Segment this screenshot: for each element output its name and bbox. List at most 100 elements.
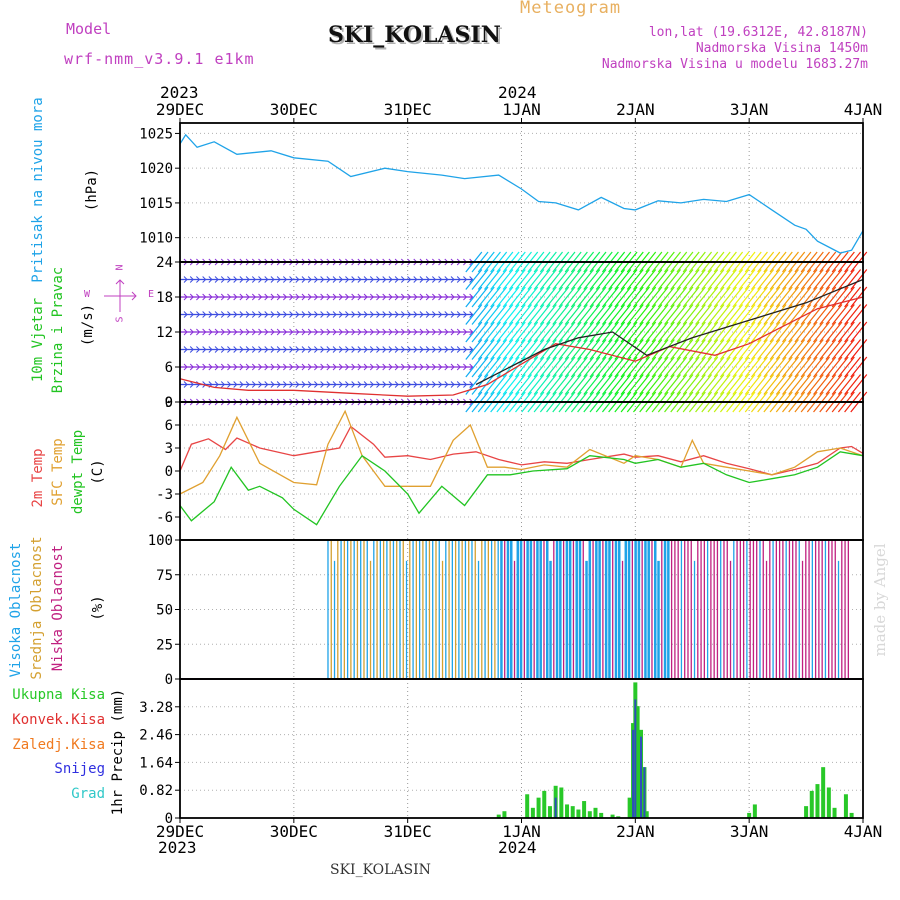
wind-barb <box>546 374 564 395</box>
wind-barb <box>508 269 526 290</box>
ytick-label: 1010 <box>139 231 173 247</box>
wind-barb <box>589 304 607 325</box>
wind-barb <box>521 304 539 325</box>
wind-barb <box>682 374 700 395</box>
wind-barb <box>788 356 806 378</box>
wind-barb <box>527 286 545 308</box>
wind-barb <box>800 321 818 343</box>
wind-barb <box>577 269 595 290</box>
wind-barb <box>639 304 657 325</box>
wind-barb <box>570 356 588 378</box>
wind-barb <box>539 356 557 378</box>
wind-barb <box>614 374 632 395</box>
wind-barb <box>825 356 843 378</box>
wind-barb <box>564 304 582 325</box>
wind-barb <box>533 304 551 325</box>
precip-total-bar <box>644 811 649 818</box>
wind-barb <box>508 374 526 395</box>
ytick-label: 75 <box>156 568 173 584</box>
wind-barb <box>471 286 489 308</box>
wind-barb <box>813 321 831 343</box>
precip-total-bar <box>627 797 632 818</box>
precip-total-bar <box>821 767 826 818</box>
wind-barb <box>695 269 713 290</box>
wind-barb <box>483 304 501 325</box>
ytick-label: 3.28 <box>139 700 173 716</box>
wind-barb <box>713 269 731 290</box>
bottom-day-label: 2JAN <box>616 822 655 841</box>
precip-total-bar <box>747 812 752 818</box>
wind-barb <box>502 304 520 325</box>
wind-barb <box>608 356 626 378</box>
wind-barb <box>775 374 793 395</box>
wind-barb <box>521 269 539 290</box>
wind-barb <box>477 304 495 325</box>
wind-barb <box>496 374 514 395</box>
wind-barb <box>601 356 619 378</box>
wind-barb <box>806 286 824 308</box>
wind-barb <box>577 304 595 325</box>
ytick-label: 12 <box>156 325 173 341</box>
wind-barb <box>719 356 737 378</box>
compass-w: W <box>84 289 91 300</box>
wind-barb <box>620 269 638 290</box>
wind-barb <box>769 356 787 378</box>
wind-barb <box>837 356 855 378</box>
wind-barb <box>515 304 532 325</box>
cloud-ylabel-mid: Srednja Oblacnost <box>29 536 45 680</box>
wind-barb <box>515 286 532 308</box>
wind-barb <box>813 339 831 360</box>
wind-barb <box>825 321 843 343</box>
wind-barb <box>477 269 495 290</box>
wind-barb <box>782 374 799 395</box>
wind-barb <box>539 374 557 395</box>
wind-barb <box>614 304 632 325</box>
wind-barb <box>794 374 812 395</box>
wind-barb <box>521 321 539 343</box>
precip-total-bar <box>582 801 587 818</box>
compass-e: E <box>148 289 155 300</box>
legend-frozen-rain: Zaledj.Kisa <box>12 737 105 753</box>
wind-barb <box>738 374 756 395</box>
wind-barb <box>539 304 557 325</box>
wind-barb <box>639 374 657 395</box>
wind-barb <box>552 321 570 343</box>
wind-barb <box>558 269 576 290</box>
wind-barb <box>633 286 650 308</box>
wind-barb <box>490 321 508 343</box>
wind-barb <box>639 339 657 360</box>
wind-barb <box>515 339 532 360</box>
wind-barb <box>744 269 762 290</box>
wind-barb <box>688 374 706 395</box>
wind-barb <box>657 304 675 325</box>
precip-total-bar <box>570 806 575 818</box>
wind-barb <box>726 286 744 308</box>
wind-barb <box>651 374 669 395</box>
wind-barb <box>601 339 619 360</box>
wind-barb <box>564 286 582 308</box>
wind-barb <box>664 356 681 378</box>
wind-barb <box>533 286 551 308</box>
wind-barb <box>539 339 557 360</box>
wind-barb <box>515 374 532 395</box>
wind-barb <box>527 304 545 325</box>
wind-barb <box>800 304 818 325</box>
wind-barb <box>750 269 768 290</box>
wind-barb <box>775 339 793 360</box>
precip-total-bar <box>635 706 640 818</box>
wind-barb <box>701 286 719 308</box>
wind-barb <box>707 269 725 290</box>
wind-barb <box>775 286 793 308</box>
wind-barb <box>490 304 508 325</box>
wind-barb <box>800 339 818 360</box>
wind-barb <box>719 269 737 290</box>
wind-barb <box>800 356 818 378</box>
wind-barb <box>614 269 632 290</box>
ytick-label: 1.64 <box>139 755 173 771</box>
wind-barb <box>552 304 570 325</box>
pressure-unit: (hPa) <box>84 168 100 212</box>
wind-barb <box>819 286 837 308</box>
wind-barb <box>813 374 831 395</box>
wind-barb <box>546 339 564 360</box>
wind-barb <box>589 269 607 290</box>
